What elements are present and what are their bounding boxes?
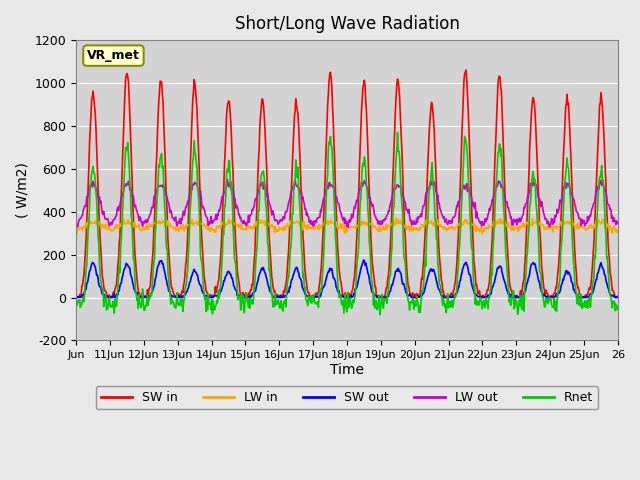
Rnet xyxy=(435,266,442,272)
SW in xyxy=(284,265,291,271)
SW out xyxy=(136,294,143,300)
SW out xyxy=(404,293,412,299)
SW in xyxy=(136,294,144,300)
SW out xyxy=(360,257,367,263)
LW in xyxy=(236,224,243,230)
LW out xyxy=(223,177,231,182)
Y-axis label: ( W/m2): ( W/m2) xyxy=(15,162,29,218)
LW out xyxy=(344,224,352,230)
Legend: SW in, LW in, SW out, LW out, Rnet: SW in, LW in, SW out, LW out, Rnet xyxy=(96,386,598,409)
LW out xyxy=(614,221,622,227)
SW out xyxy=(236,292,243,298)
SW in xyxy=(434,220,442,226)
SW in xyxy=(236,290,244,296)
LW out xyxy=(263,193,271,199)
LW in xyxy=(614,228,622,234)
Rnet xyxy=(72,300,80,305)
LW out xyxy=(404,210,412,216)
Rnet xyxy=(262,204,270,210)
Line: SW in: SW in xyxy=(76,70,618,298)
LW in xyxy=(136,226,143,231)
Line: LW out: LW out xyxy=(76,180,618,227)
SW in xyxy=(462,67,470,73)
Title: Short/Long Wave Radiation: Short/Long Wave Radiation xyxy=(235,15,460,33)
Rnet xyxy=(376,312,384,317)
Line: LW in: LW in xyxy=(76,218,618,234)
LW out xyxy=(72,223,80,228)
LW in xyxy=(392,216,400,221)
SW out xyxy=(283,292,291,298)
Rnet xyxy=(404,298,412,304)
Rnet xyxy=(136,301,143,307)
SW out xyxy=(72,295,80,300)
LW out xyxy=(136,214,143,220)
LW out xyxy=(435,201,442,206)
LW in xyxy=(72,228,80,234)
SW in xyxy=(263,171,271,177)
Rnet xyxy=(236,294,243,300)
SW in xyxy=(72,294,80,300)
SW in xyxy=(404,275,412,281)
LW in xyxy=(434,222,442,228)
Rnet xyxy=(283,288,291,294)
LW out xyxy=(236,216,244,221)
SW in xyxy=(614,293,622,299)
SW out xyxy=(614,294,622,300)
X-axis label: Time: Time xyxy=(330,363,364,377)
Rnet xyxy=(394,130,401,135)
LW in xyxy=(262,218,270,224)
SW in xyxy=(73,295,81,300)
Line: Rnet: Rnet xyxy=(76,132,618,314)
LW in xyxy=(404,227,412,232)
LW out xyxy=(284,207,291,213)
SW out xyxy=(262,274,270,280)
LW in xyxy=(283,221,291,227)
LW in xyxy=(479,231,486,237)
Text: VR_met: VR_met xyxy=(87,49,140,62)
SW out xyxy=(434,284,442,290)
Line: SW out: SW out xyxy=(76,260,618,298)
Rnet xyxy=(614,303,622,309)
